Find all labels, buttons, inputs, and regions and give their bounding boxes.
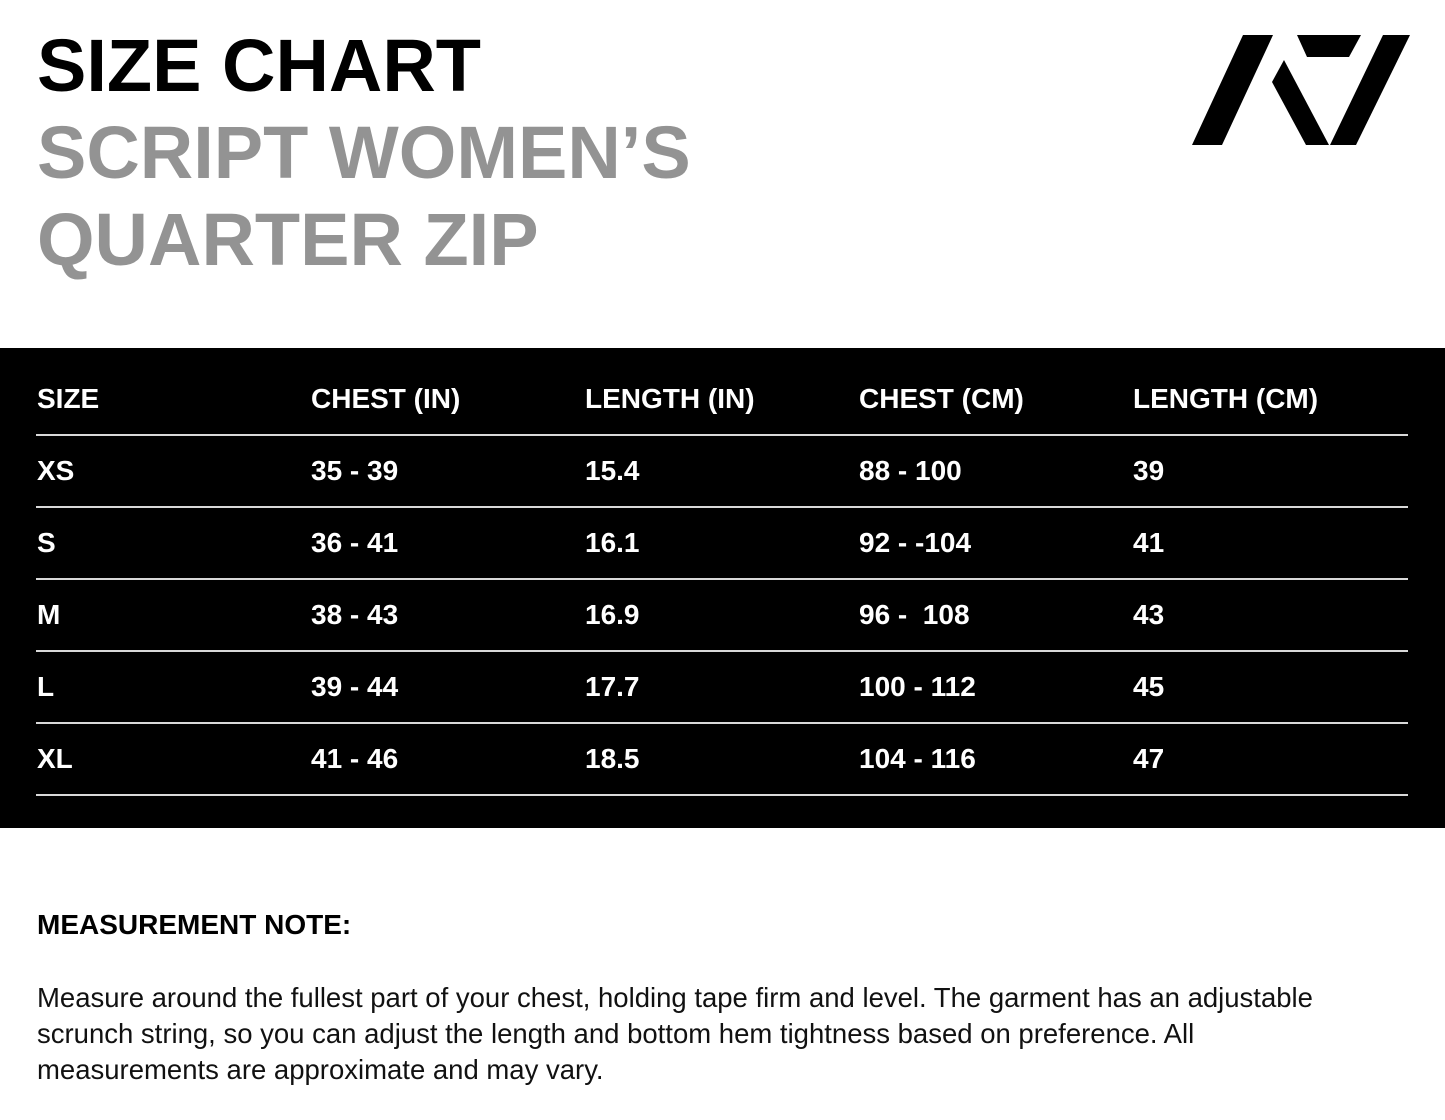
table-row: S 36 - 41 16.1 92 - -104 41 <box>36 508 1408 580</box>
table-row: M 38 - 43 16.9 96 - 108 43 <box>36 580 1408 652</box>
table-row: L 39 - 44 17.7 100 - 112 45 <box>36 652 1408 724</box>
table-cell: 15.4 <box>585 455 640 486</box>
logo-middle-stroke <box>1272 60 1329 145</box>
measurement-note-text: Measure around the fullest part of your … <box>37 982 1313 1085</box>
table-cell: 92 - -104 <box>859 527 972 558</box>
logo-top-bar <box>1297 35 1361 57</box>
column-header: LENGTH (IN) <box>585 383 755 414</box>
table-cell: S <box>37 527 56 558</box>
column-header: CHEST (CM) <box>859 383 1024 414</box>
table-cell: 36 - 41 <box>311 527 399 558</box>
table-cell: L <box>37 671 55 702</box>
page-title: SIZE CHART SCRIPT WOMEN’S QUARTER ZIP <box>37 22 691 283</box>
table-cell: 39 <box>1133 455 1165 486</box>
table-cell: M <box>37 599 61 630</box>
title-size-chart: SIZE CHART <box>37 24 481 107</box>
product-name-line1: SCRIPT WOMEN’S <box>37 111 691 194</box>
table-cell: 41 - 46 <box>311 743 399 774</box>
column-header: LENGTH (CM) <box>1133 383 1319 414</box>
table-cell: 41 <box>1133 527 1165 558</box>
table-cell: 47 <box>1133 743 1165 774</box>
product-name-line2: QUARTER ZIP <box>37 198 539 281</box>
table-row: XL 41 - 46 18.5 104 - 116 47 <box>36 724 1408 796</box>
table-cell: 43 <box>1133 599 1165 630</box>
measurement-note-heading: MEASUREMENT NOTE: <box>37 909 352 940</box>
table-cell: 16.1 <box>585 527 640 558</box>
table-cell: 88 - 100 <box>859 455 962 486</box>
logo-right-stroke <box>1330 35 1410 145</box>
size-table: SIZE CHEST (IN) LENGTH (IN) CHEST (CM) LENGT… <box>0 348 1445 828</box>
table-cell: 16.9 <box>585 599 640 630</box>
column-header: CHEST (IN) <box>311 383 461 414</box>
brand-logo-icon <box>1192 35 1410 145</box>
logo-left-stroke <box>1192 35 1273 145</box>
table-header-row: SIZE CHEST (IN) LENGTH (IN) CHEST (CM) LENGT… <box>36 364 1408 436</box>
table-cell: 39 - 44 <box>311 671 399 702</box>
table-cell: 45 <box>1133 671 1165 702</box>
table-cell: 104 - 116 <box>859 743 976 774</box>
table-row: XS 35 - 39 15.4 88 - 100 39 <box>36 436 1408 508</box>
table-cell: 96 - 108 <box>859 599 970 630</box>
table-cell: 17.7 <box>585 671 640 702</box>
table-cell: 18.5 <box>585 743 640 774</box>
table-cell: XL <box>37 743 73 774</box>
table-cell: 100 - 112 <box>859 671 976 702</box>
table-cell: 38 - 43 <box>311 599 399 630</box>
table-cell: XS <box>37 455 75 486</box>
table-cell: 35 - 39 <box>311 455 399 486</box>
column-header: SIZE <box>37 383 100 414</box>
